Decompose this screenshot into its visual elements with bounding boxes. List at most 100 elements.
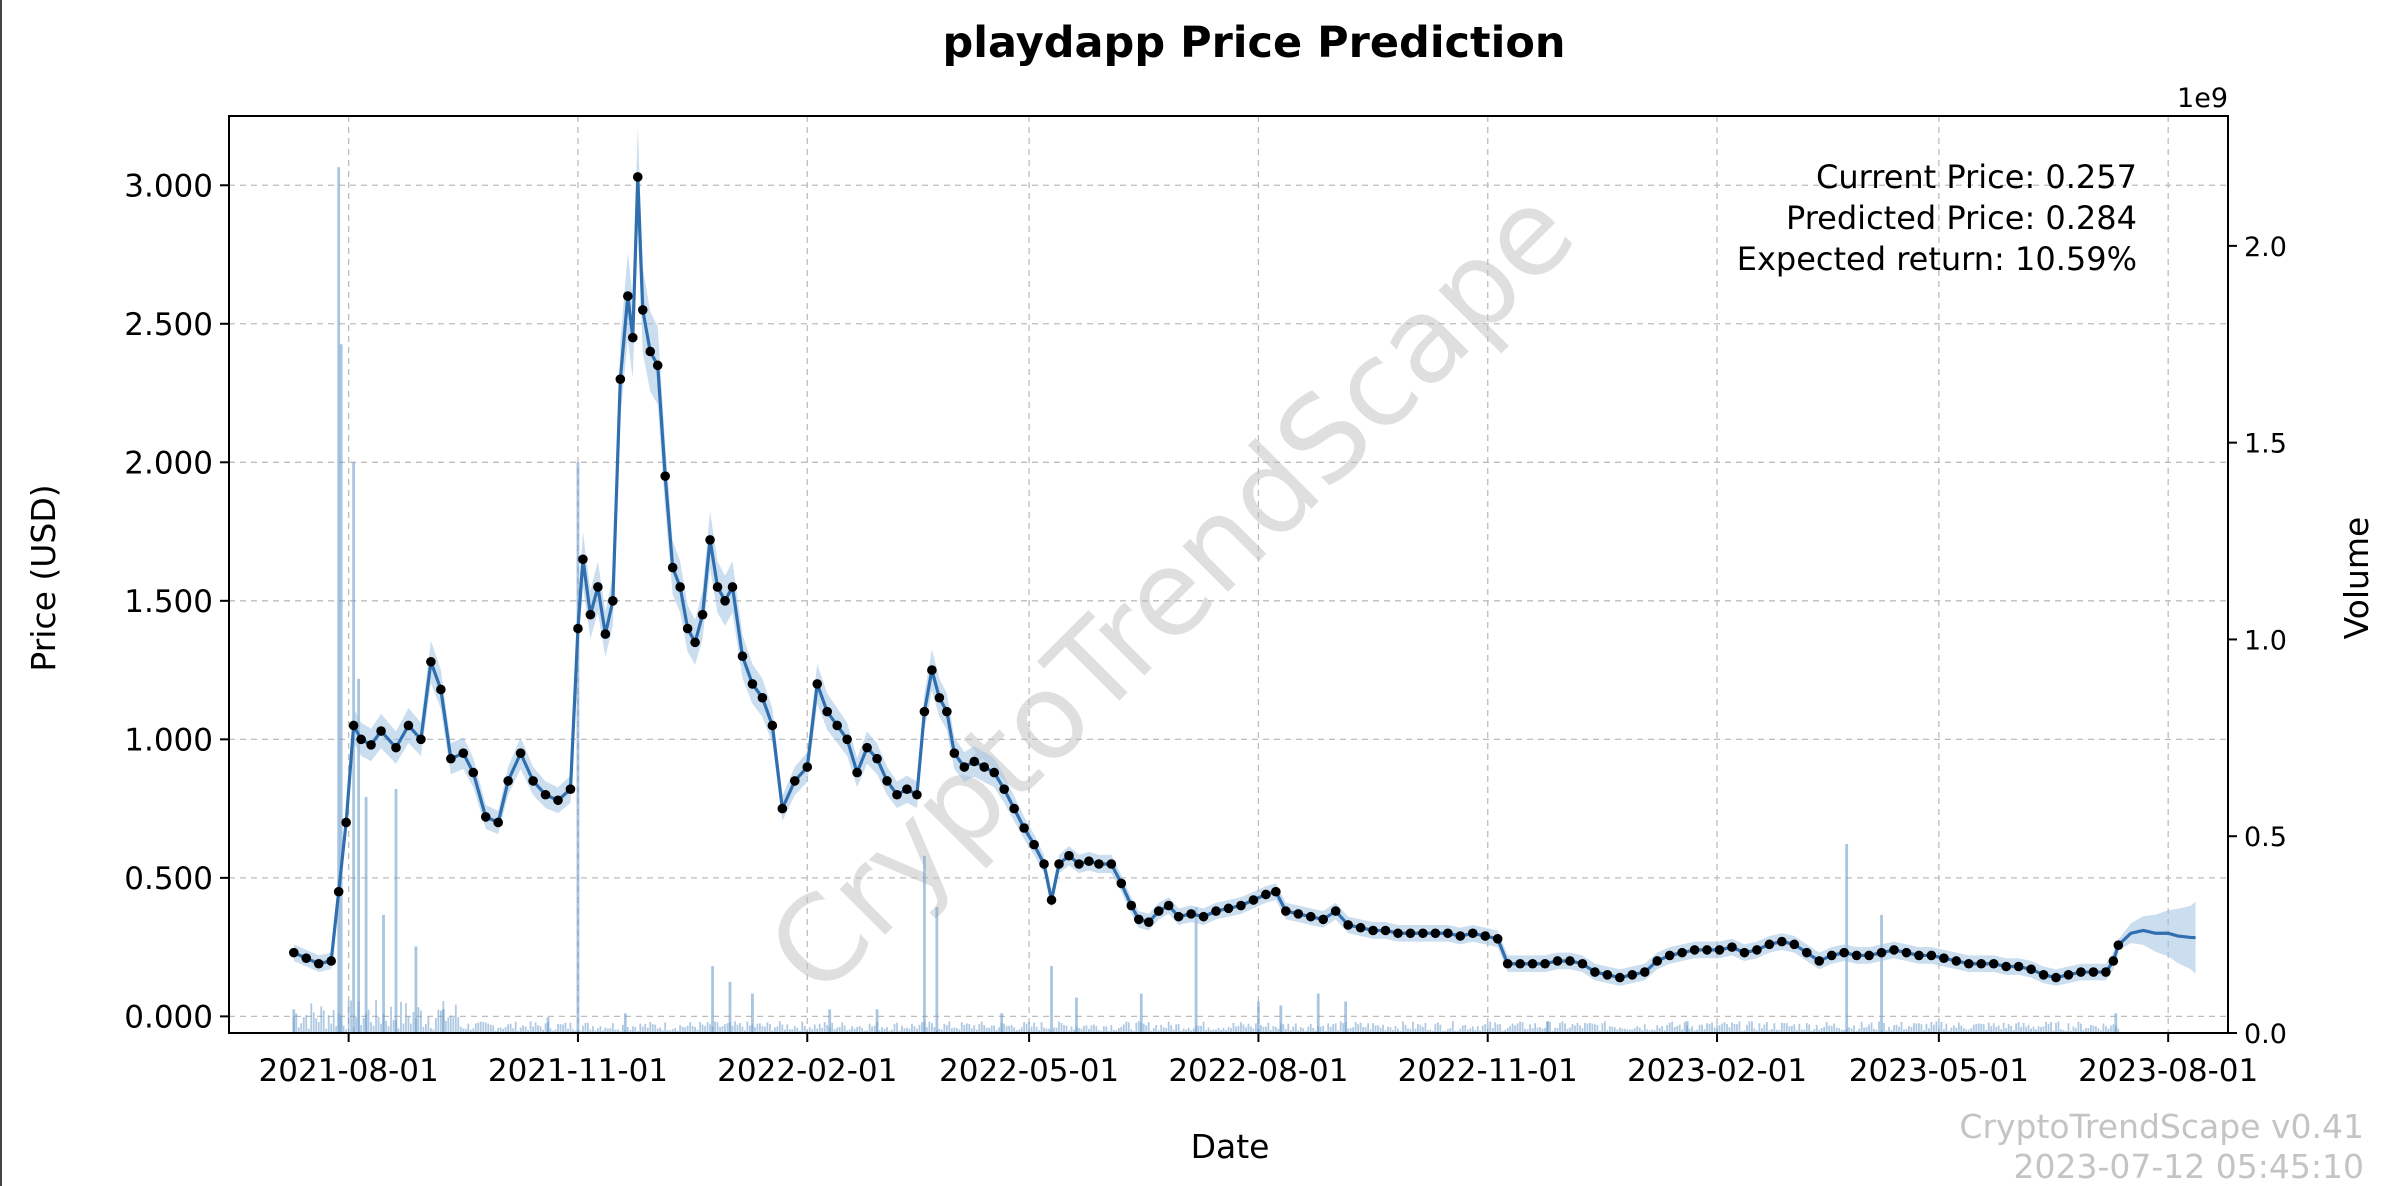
volume-bar: [1741, 1030, 1743, 1033]
volume-bar: [1107, 1030, 1110, 1033]
volume-bar: [1775, 1029, 1778, 1033]
price-point: [919, 706, 930, 717]
volume-bar: [1534, 1023, 1536, 1033]
y-axis-ticks: 0.000 0.500 1.000 1.500 2.000 2.500 3.000: [124, 168, 229, 1035]
volume-bar: [1245, 1027, 1247, 1033]
volume-bar: [1763, 1024, 1766, 1033]
volume-bar: [1451, 1021, 1454, 1033]
volume-bar: [1424, 1022, 1427, 1033]
volume-bar: [562, 1024, 564, 1033]
volume-bar: [1053, 1027, 1055, 1033]
forecast-line: [2117, 928, 2196, 947]
price-point: [989, 767, 1000, 778]
volume-bar: [1247, 1023, 1250, 1033]
price-point: [1602, 970, 1613, 980]
volume-bar: [1078, 1027, 1080, 1033]
volume-bar: [1646, 1029, 1649, 1033]
volume-bar: [2012, 1030, 2015, 1033]
price-point: [446, 753, 456, 764]
volume-bar: [1638, 1027, 1641, 1033]
price-point: [2108, 956, 2119, 966]
volume-bar: [1696, 1029, 1698, 1033]
volume-bar: [1713, 1027, 1716, 1033]
volume-bar: [347, 1001, 350, 1033]
price-point: [1502, 958, 1513, 969]
price-point: [1864, 950, 1874, 961]
volume-bar: [848, 1029, 851, 1033]
volume-bar: [1294, 1023, 1297, 1033]
price-point: [333, 886, 344, 897]
volume-bar: [1299, 1027, 1302, 1033]
volume-bar: [990, 1025, 993, 1033]
price-point: [1293, 909, 1304, 919]
volume-bar: [1269, 1029, 1272, 1033]
price-point: [1876, 947, 1887, 958]
price-point: [942, 706, 952, 717]
volume-bar: [1923, 1030, 1925, 1033]
volume-bar: [1663, 1030, 1666, 1033]
volume-bar: [1935, 1021, 1938, 1033]
volume-bar: [945, 1025, 948, 1033]
volume-bar: [1175, 1024, 1178, 1033]
volume-bar: [2042, 1026, 2045, 1033]
volume-bar: [1182, 1028, 1185, 1033]
volume-bar: [601, 1030, 604, 1033]
volume-bar: [1853, 1025, 1856, 1033]
volume-bar: [803, 1025, 806, 1033]
volume-bar: [711, 966, 714, 1033]
volume-bar: [549, 1028, 552, 1033]
volume-bar: [1015, 1030, 1018, 1033]
volume-bar: [1292, 1026, 1295, 1033]
volume-bar: [863, 1030, 866, 1033]
volume-bar: [1446, 1029, 1449, 1033]
volume-bar: [1090, 1025, 1093, 1033]
price-point: [697, 609, 708, 620]
volume-bar: [330, 1023, 333, 1033]
price-point: [1305, 911, 1316, 922]
volume-bar: [1721, 1023, 1723, 1033]
price-point: [528, 776, 538, 786]
volume-bar: [1621, 1028, 1624, 1033]
volume-bar: [776, 1026, 779, 1033]
volume-bar: [1888, 1026, 1890, 1033]
volume-bar: [412, 1012, 415, 1033]
volume-bar: [679, 1025, 682, 1033]
volume-bar: [1212, 1029, 1215, 1033]
volume-bar: [759, 1023, 761, 1033]
volume-bar: [1633, 1028, 1636, 1033]
volume-bar: [1868, 1024, 1870, 1033]
volume-bar: [387, 1026, 390, 1033]
price-point: [1133, 914, 1144, 925]
volume-bar: [514, 1021, 517, 1033]
volume-bar: [2035, 1029, 2037, 1033]
volume-tick-label: 2.0: [2244, 232, 2287, 263]
volume-bar: [2005, 1028, 2008, 1033]
volume-bar: [1636, 1026, 1639, 1033]
volume-bar: [928, 1021, 931, 1033]
volume-bar: [1379, 1027, 1382, 1033]
volume-bar: [1726, 1023, 1728, 1033]
volume-bar: [1915, 1023, 1918, 1033]
volume-bar: [1733, 1023, 1736, 1033]
volume-tick-label: 1.5: [2244, 429, 2287, 460]
price-point: [705, 535, 715, 545]
volume-bar: [472, 1028, 475, 1033]
volume-bar: [559, 1024, 562, 1033]
y-tick-label: 3.000: [124, 168, 213, 204]
volume-bar: [1232, 1022, 1235, 1033]
volume-bar: [1307, 1026, 1310, 1033]
volume-bar: [1073, 1029, 1075, 1033]
volume-bar: [322, 1010, 325, 1033]
volume-bar: [522, 1025, 525, 1033]
volume-bar: [778, 1021, 781, 1033]
volume-bar: [1589, 1022, 1591, 1033]
volume-bar: [1205, 1030, 1207, 1033]
volume-bar: [594, 1030, 597, 1033]
price-point: [1330, 906, 1341, 916]
volume-bar: [664, 1022, 667, 1033]
volume-bar: [883, 1028, 886, 1033]
volume-bar: [631, 1026, 634, 1033]
price-point: [1615, 972, 1625, 983]
volume-bar: [427, 1016, 430, 1033]
volume-bar: [1102, 1026, 1105, 1033]
